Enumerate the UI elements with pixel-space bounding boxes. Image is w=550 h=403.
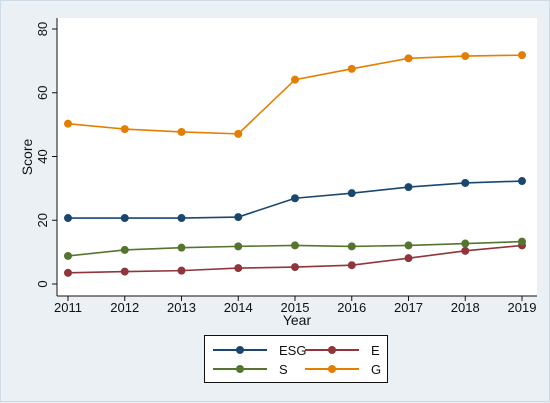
point-g-2016 <box>347 64 356 73</box>
y-tick-label-60: 60 <box>35 86 50 100</box>
point-esg-2012 <box>120 214 129 223</box>
legend-label-s: S <box>279 361 288 377</box>
legend-swatch-s <box>211 362 269 376</box>
x-axis-title: Year <box>283 312 312 328</box>
x-tick-label-2013: 2013 <box>167 300 196 315</box>
point-e-2013 <box>177 266 186 275</box>
x-tick-label-2015: 2015 <box>281 300 310 315</box>
y-axis-title: Score <box>19 139 35 176</box>
chart-legend: ESG E S G <box>204 335 388 383</box>
point-e-2018 <box>461 246 470 255</box>
point-e-2016 <box>347 261 356 270</box>
point-esg-2015 <box>291 194 299 203</box>
legend-entry-g: G <box>303 360 381 378</box>
point-esg-2019 <box>518 177 526 186</box>
point-s-2012 <box>120 245 129 254</box>
point-s-2019 <box>518 237 526 246</box>
x-tick-label-2014: 2014 <box>224 300 253 315</box>
point-s-2011 <box>64 251 72 260</box>
point-e-2014 <box>234 264 243 273</box>
point-esg-2013 <box>177 214 186 223</box>
x-tick-label-2012: 2012 <box>110 300 139 315</box>
legend-label-esg: ESG <box>279 342 307 358</box>
point-g-2017 <box>404 54 413 63</box>
legend-swatch-e <box>303 343 361 357</box>
y-tick-label-0: 0 <box>35 280 50 287</box>
point-g-2013 <box>177 127 186 136</box>
point-esg-2014 <box>234 213 243 222</box>
x-tick-label-2011: 2011 <box>54 300 82 315</box>
point-g-2015 <box>291 75 299 84</box>
point-esg-2011 <box>64 214 72 223</box>
point-s-2017 <box>404 241 413 250</box>
legend-entry-esg: ESG <box>211 341 306 359</box>
point-s-2018 <box>461 239 470 248</box>
y-tick-label-40: 40 <box>35 149 50 163</box>
point-s-2015 <box>291 241 299 250</box>
point-s-2014 <box>234 242 243 251</box>
x-tick-label-2017: 2017 <box>394 300 423 315</box>
point-e-2011 <box>64 268 72 277</box>
y-tick-label-80: 80 <box>35 22 50 36</box>
point-s-2016 <box>347 242 356 251</box>
point-g-2012 <box>120 125 129 134</box>
point-s-2013 <box>177 243 186 252</box>
legend-label-e: E <box>371 342 380 358</box>
x-tick-label-2016: 2016 <box>337 300 366 315</box>
legend-swatch-esg <box>211 343 269 357</box>
legend-entry-s: S <box>211 360 288 378</box>
x-tick-label-2018: 2018 <box>451 300 480 315</box>
point-e-2017 <box>404 254 413 263</box>
point-g-2018 <box>461 52 470 61</box>
x-tick-label-2019: 2019 <box>508 300 537 315</box>
point-esg-2016 <box>347 189 356 198</box>
point-g-2019 <box>518 51 526 60</box>
legend-label-g: G <box>371 361 382 377</box>
point-esg-2017 <box>404 183 413 192</box>
legend-entry-e: E <box>303 341 380 359</box>
point-esg-2018 <box>461 178 470 187</box>
y-tick-label-20: 20 <box>35 213 50 227</box>
point-e-2012 <box>120 267 129 276</box>
legend-swatch-g <box>303 362 361 376</box>
point-e-2015 <box>291 263 299 272</box>
point-g-2014 <box>234 129 243 138</box>
point-g-2011 <box>64 119 72 128</box>
